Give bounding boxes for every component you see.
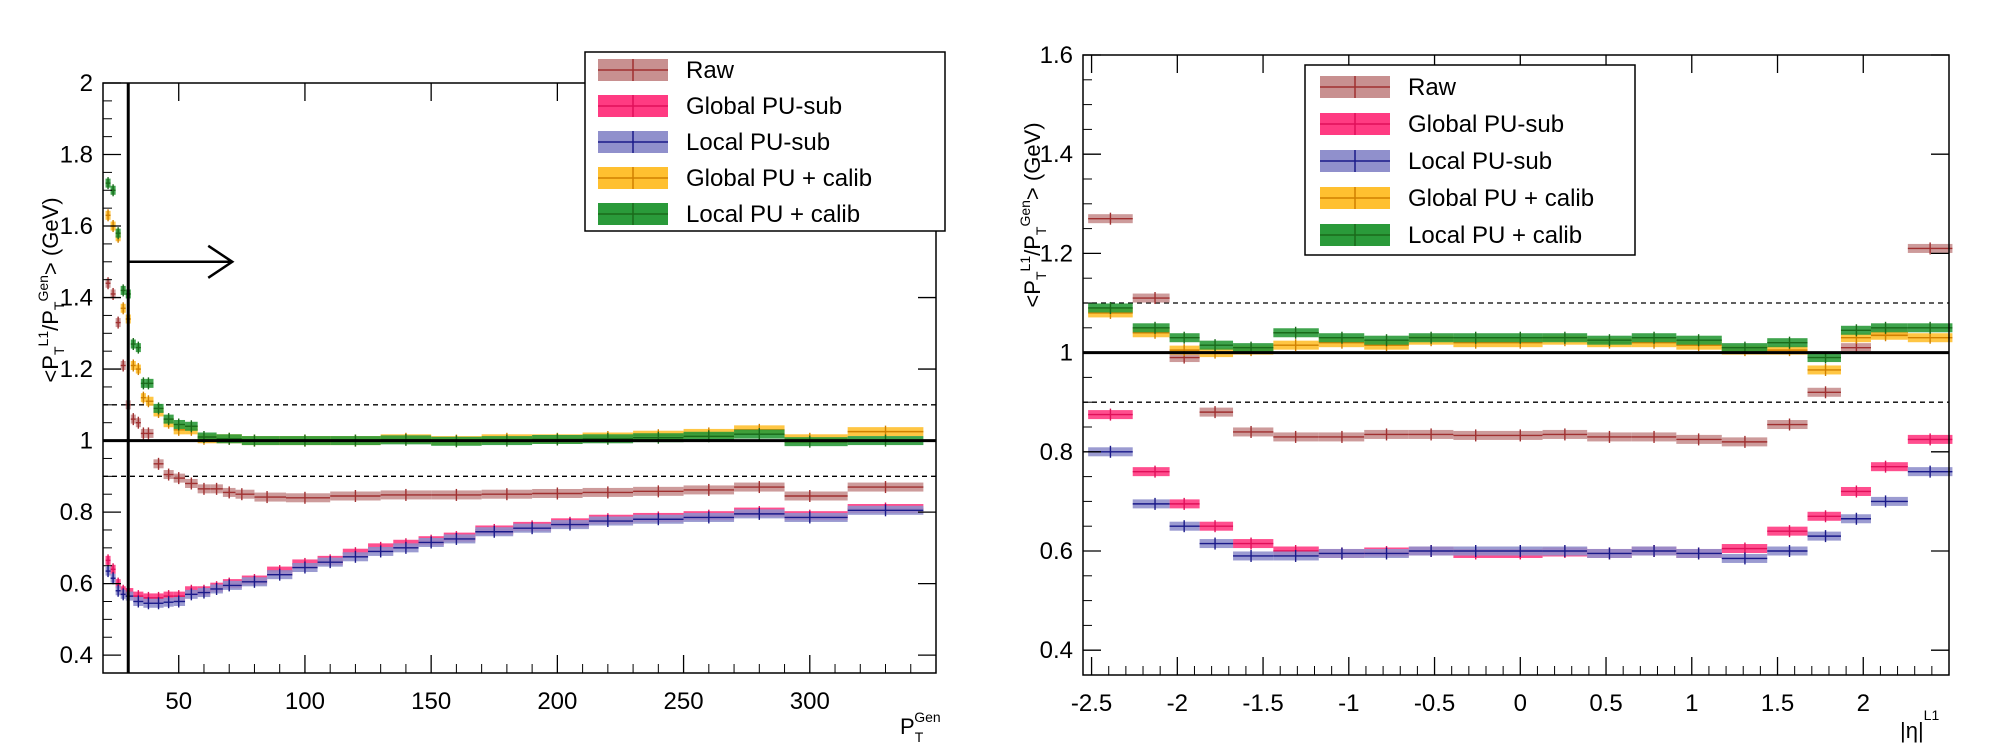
left-legend: Raw Global PU-sub Local PU-sub Global PU + … xyxy=(584,51,946,232)
left-ytick-label: 1.2 xyxy=(60,356,93,383)
right-ytick-label: 1.4 xyxy=(1040,141,1073,168)
left-ytick-label: 0.8 xyxy=(60,499,93,526)
right-ytick-label: 0.4 xyxy=(1040,637,1073,664)
right-ytick-label: 0.6 xyxy=(1040,538,1073,565)
left-arrow-head xyxy=(207,244,235,279)
right-xtick-label: 2 xyxy=(1857,690,1870,717)
right-ytick-label: 1.6 xyxy=(1040,42,1073,69)
left-xtick-label: 150 xyxy=(411,688,451,715)
right-ytick-label: 1.2 xyxy=(1040,240,1073,267)
right-xtick-label: -1.5 xyxy=(1242,690,1283,717)
left-plot-marks xyxy=(103,83,936,673)
left-ytick-label: 1.6 xyxy=(60,213,93,240)
left-legend-entry: Global PU-sub xyxy=(598,93,842,120)
right-ytick-label: 1 xyxy=(1060,340,1073,367)
right-xtick-label: -2.5 xyxy=(1071,690,1112,717)
right-x-axis-title: |η|L1 xyxy=(1900,707,1939,743)
right-plot-frame xyxy=(1082,54,1950,676)
left-ytick-label: 2 xyxy=(80,70,93,97)
right-legend-entry: Local PU + calib xyxy=(1320,222,1582,249)
right-legend-entry: Raw xyxy=(1320,74,1457,101)
left-ytick-label: 1.8 xyxy=(60,142,93,169)
left-ytick-label: 1.4 xyxy=(60,285,93,312)
right-xtick-label: -2 xyxy=(1167,690,1188,717)
left-legend-entry: Local PU-sub xyxy=(598,129,830,156)
right-xtick-label: 1 xyxy=(1685,690,1698,717)
right-ytick-label: 0.8 xyxy=(1040,439,1073,466)
right-y-axis-title: <PTL1/PTGen> (GeV) xyxy=(1017,122,1049,307)
left-legend-entry: Local PU + calib xyxy=(598,201,860,228)
left-ytick-label: 0.6 xyxy=(60,571,93,598)
right-legend-label: Local PU-sub xyxy=(1408,148,1552,175)
left-legend-label: Local PU + calib xyxy=(686,201,860,228)
right-xtick-label: 0.5 xyxy=(1589,690,1622,717)
left-plot-frame xyxy=(102,82,937,674)
left-legend-label: Global PU + calib xyxy=(686,165,872,192)
left-legend-label: Local PU-sub xyxy=(686,129,830,156)
right-legend-label: Global PU-sub xyxy=(1408,111,1564,138)
left-legend-entry: Global PU + calib xyxy=(598,165,872,192)
right-xtick-label: 0 xyxy=(1514,690,1527,717)
left-xtick-label: 250 xyxy=(664,688,704,715)
right-legend-label: Local PU + calib xyxy=(1408,222,1582,249)
left-xtick-label: 100 xyxy=(285,688,325,715)
right-legend-entry: Global PU + calib xyxy=(1320,185,1594,212)
left-xtick-label: 300 xyxy=(790,688,830,715)
left-ytick-label: 1 xyxy=(80,428,93,455)
left-legend-entry: Raw xyxy=(598,57,735,84)
right-legend: Raw Global PU-sub Local PU-sub Global PU + … xyxy=(1304,64,1636,256)
right-xtick-label: -1 xyxy=(1338,690,1359,717)
right-plot-marks xyxy=(1083,212,1953,565)
right-legend-entry: Local PU-sub xyxy=(1320,148,1552,175)
right-axis-ticks: 0.4 0.6 0.8 1 1.2 1.4 1.6 -2.5 -2 -1.5 -1 -0.5 0 0.5 1… xyxy=(1040,42,1949,717)
left-ytick-label: 0.4 xyxy=(60,642,93,669)
left-xtick-label: 200 xyxy=(537,688,577,715)
right-legend-entry: Global PU-sub xyxy=(1320,111,1564,138)
right-xtick-label: -0.5 xyxy=(1414,690,1455,717)
right-legend-label: Raw xyxy=(1408,74,1457,101)
left-x-axis-title: PTGen xyxy=(900,709,941,745)
left-legend-label: Raw xyxy=(686,57,735,84)
left-legend-label: Global PU-sub xyxy=(686,93,842,120)
right-legend-label: Global PU + calib xyxy=(1408,185,1594,212)
left-xtick-label: 50 xyxy=(165,688,192,715)
right-xtick-label: 1.5 xyxy=(1761,690,1794,717)
right-panel: 0.4 0.6 0.8 1 1.2 1.4 1.6 -2.5 -2 -1.5 -1 -0.5 0 0.5 1… xyxy=(1017,42,1953,743)
